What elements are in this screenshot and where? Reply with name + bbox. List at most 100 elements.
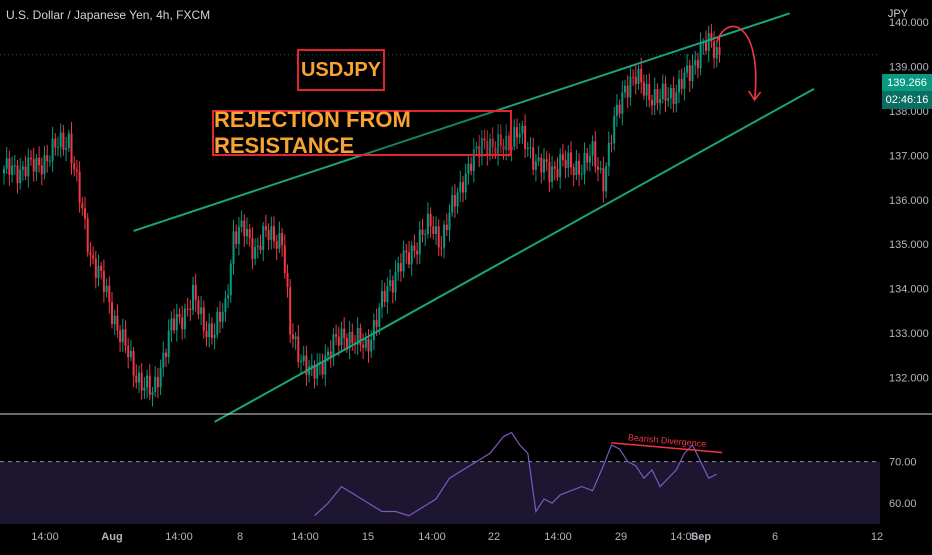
candle — [54, 133, 57, 156]
candle-body — [529, 147, 532, 149]
candle-body — [300, 361, 302, 363]
candle-body — [65, 147, 68, 150]
candle — [302, 345, 305, 366]
candle — [718, 35, 721, 63]
resistance-trendline[interactable] — [133, 12, 791, 232]
candle — [262, 221, 265, 262]
candle-body — [183, 308, 186, 330]
candle-body — [359, 328, 362, 345]
candle-body — [464, 173, 467, 193]
price-tick-label: 138.000 — [889, 106, 929, 118]
candle-body — [240, 220, 243, 227]
candle-body — [583, 153, 586, 174]
divergence-line[interactable] — [611, 442, 723, 454]
candle — [653, 77, 656, 116]
candle — [227, 284, 230, 308]
candle-body — [5, 158, 8, 169]
candle-body — [664, 83, 667, 101]
candle-body — [421, 229, 424, 235]
candle — [135, 364, 138, 389]
candle — [467, 154, 470, 185]
time-tick-label: 14:00 — [165, 531, 193, 543]
candle — [275, 234, 278, 260]
candle — [707, 25, 710, 63]
candle-body — [580, 173, 583, 175]
candle-body — [556, 168, 559, 178]
candle — [251, 227, 254, 270]
candle-body — [202, 307, 205, 331]
candle-body — [367, 339, 370, 352]
candle — [610, 134, 613, 153]
candle-body — [586, 153, 589, 163]
candle-body — [588, 155, 591, 163]
candle-body — [297, 336, 300, 363]
candle-body — [534, 161, 537, 170]
time-tick-label: 14:00 — [544, 531, 572, 543]
candle — [453, 184, 456, 218]
candle-body — [502, 145, 505, 151]
candle-body — [713, 41, 716, 59]
candle — [8, 150, 11, 186]
candle — [189, 299, 192, 321]
candle — [138, 365, 140, 393]
candle-body — [78, 171, 81, 204]
candle-body — [256, 245, 259, 248]
candle-body — [189, 308, 192, 310]
candle-body — [694, 60, 697, 66]
candle-body — [259, 245, 262, 250]
candle-body — [624, 85, 626, 93]
candle — [210, 317, 213, 345]
candle — [570, 141, 572, 176]
candle-body — [669, 88, 672, 99]
candle-body — [19, 169, 22, 184]
candle-body — [381, 291, 383, 308]
candle — [216, 307, 219, 339]
candle-body — [200, 307, 203, 315]
symbol-annotation[interactable]: USDJPY — [297, 49, 385, 91]
candle — [240, 210, 243, 233]
candle — [472, 137, 475, 183]
candle — [416, 242, 419, 265]
candle-body — [51, 138, 54, 162]
candle — [208, 313, 211, 348]
candle-body — [348, 331, 351, 349]
candle — [156, 367, 159, 399]
candle — [545, 151, 548, 172]
rejection-arrow[interactable] — [716, 25, 757, 101]
candle-body — [251, 237, 254, 259]
candle — [362, 333, 365, 360]
candle — [408, 240, 410, 269]
candle-body — [111, 302, 113, 325]
candle-body — [640, 68, 643, 83]
candle-body — [108, 285, 111, 303]
candle-body — [448, 212, 451, 231]
candle — [197, 296, 200, 320]
candle — [632, 69, 635, 86]
candle-body — [486, 140, 489, 155]
resistance-annotation[interactable]: REJECTION FROM RESISTANCE — [212, 107, 512, 158]
candle — [289, 278, 292, 344]
candle — [491, 127, 494, 159]
candle — [5, 146, 8, 174]
candle-body — [356, 328, 359, 345]
candle-body — [599, 168, 602, 170]
candle — [572, 163, 575, 187]
candle-body — [462, 182, 464, 193]
candle-body — [591, 141, 594, 156]
candle — [705, 30, 707, 55]
candle-body — [8, 158, 11, 175]
candle — [194, 273, 197, 312]
candle-body — [707, 33, 710, 51]
candle-body — [94, 258, 97, 278]
candle — [100, 261, 103, 280]
candle — [308, 359, 311, 383]
candle-body — [678, 79, 680, 93]
candle — [297, 324, 300, 368]
time-tick-label: 14:00 — [670, 531, 698, 543]
support-trendline[interactable] — [214, 87, 815, 423]
candle-body — [397, 263, 400, 272]
candle-body — [81, 203, 84, 209]
candle — [583, 142, 586, 185]
candle — [675, 84, 678, 113]
